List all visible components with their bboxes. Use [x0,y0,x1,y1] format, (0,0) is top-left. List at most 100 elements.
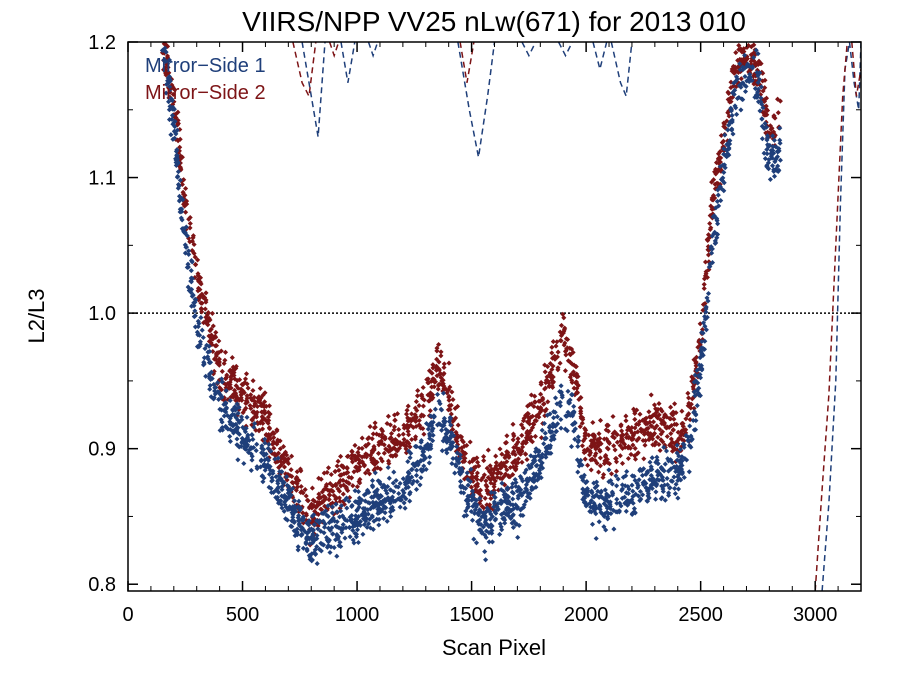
scatter-point [579,443,585,449]
scatter-point [277,446,283,452]
scatter-point [388,435,394,441]
scatter-point [494,474,500,480]
scatter-point [523,451,529,457]
scatter-point [407,491,413,497]
scatter-point [296,498,302,504]
scatter-point [672,421,678,427]
y-axis-label: L2/L3 [24,288,49,343]
scatter-point [650,436,656,442]
scatter-point [187,220,193,227]
scatter-point [168,132,174,138]
scatter-point [645,425,651,431]
scatter-point [177,144,183,150]
scatter-point [432,379,439,385]
scatter-point [573,363,579,370]
scatter-point [446,397,452,403]
scatter-point [569,392,575,398]
scatter-point [250,378,256,384]
scatter-point [530,421,536,427]
scatter-point [551,415,557,421]
scatter-point [335,458,341,464]
scatter-point [379,431,385,437]
scatter-points [159,42,783,567]
dashed-line [814,42,849,591]
scatter-point [672,485,678,492]
scatter-point [184,201,190,207]
scatter-point [271,440,277,446]
scatter-point [346,524,352,530]
scatter-point [553,428,560,434]
scatter-point [571,403,577,409]
scatter-point [650,419,657,425]
scatter-point [384,518,390,524]
scatter-point [336,488,343,494]
scatter-point [362,470,369,476]
scatter-point [343,479,349,485]
scatter-point [518,422,525,428]
scatter-point [190,235,196,241]
scatter-point [420,413,427,419]
scatter-point [249,432,255,438]
scatter-point [681,444,687,450]
scatter-point [571,372,577,378]
scatter-point [478,477,484,483]
scatter-point [364,452,370,458]
scatter-point [622,444,628,450]
scatter-point [651,402,658,408]
scatter-point [352,453,358,459]
scatter-point [281,508,287,514]
scatter-point [348,475,354,481]
scatter-point [553,343,559,349]
scatter-point [241,460,247,467]
dashed-line [328,42,340,58]
scatter-point [454,438,460,445]
scatter-point [365,467,371,473]
scatter-point [391,427,397,433]
scatter-point [289,453,295,459]
scatter-point [369,478,376,484]
scatter-point [386,475,392,481]
scatter-point [247,403,253,409]
scatter-point [484,502,490,508]
scatter-point [541,441,547,447]
scatter-point [483,557,489,563]
scatter-point [455,422,461,428]
scatter-point [338,508,344,514]
scatter-point [447,384,453,390]
scatter-point [209,310,215,316]
scatter-point [250,409,256,415]
x-tick-label: 500 [226,604,259,626]
scatter-point [244,395,250,401]
scatter-point [476,490,482,497]
scatter-point [263,403,269,409]
scatter-point [632,445,638,451]
scatter-point [343,484,349,490]
scatter-point [664,414,670,420]
scatter-point [430,392,436,398]
scatter-point [280,444,287,450]
scatter-point [497,531,503,537]
scatter-point [569,377,575,383]
scatter-point [601,436,607,442]
scatter-point [356,452,362,458]
scatter-point [502,440,509,446]
scatter-point [429,396,435,402]
scatter-point [668,441,674,447]
scatter-point [396,432,402,438]
scatter-point [303,493,309,499]
scatter-point [481,472,487,478]
scatter-point [259,414,265,420]
scatter-point [550,339,556,345]
scatter-point [653,489,659,495]
scatter-point [302,487,308,493]
scatter-point [650,412,656,418]
scatter-point [195,318,201,324]
scatter-point [686,395,692,401]
scatter-point [350,483,356,489]
scatter-point [427,408,433,414]
dashed-line [521,42,537,58]
scatter-point [227,438,233,444]
scatter-point [223,388,229,394]
scatter-point [613,459,620,465]
scatter-point [357,476,363,482]
